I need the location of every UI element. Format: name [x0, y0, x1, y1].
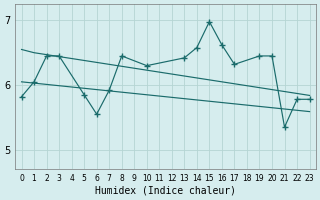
X-axis label: Humidex (Indice chaleur): Humidex (Indice chaleur) [95, 186, 236, 196]
